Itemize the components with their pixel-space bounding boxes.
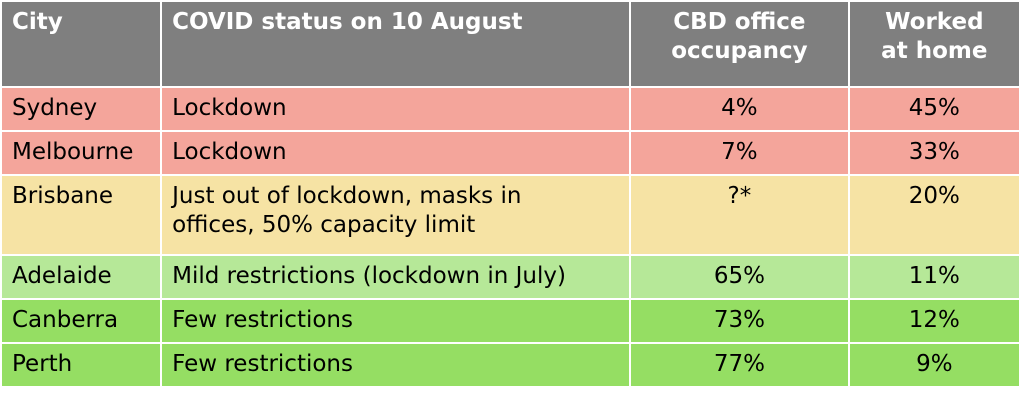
table-row: Canberra Few restrictions 73% 12%: [0, 298, 1022, 344]
status-cell: Few restrictions: [160, 298, 632, 344]
occupancy-cell: 77%: [629, 342, 850, 388]
table-row: Sydney Lockdown 4% 45%: [0, 86, 1022, 132]
occupancy-cell: 7%: [629, 130, 850, 176]
status-cell: Just out of lockdown, masks in offices, …: [160, 174, 632, 256]
home-cell: 20%: [847, 174, 1022, 256]
city-cell: Perth: [0, 342, 163, 388]
table-row: Brisbane Just out of lockdown, masks in …: [0, 174, 1022, 256]
status-cell: Mild restrictions (lockdown in July): [160, 254, 632, 300]
city-cell: Brisbane: [0, 174, 163, 256]
table-row: Perth Few restrictions 77% 9%: [0, 342, 1022, 388]
header-city: City: [0, 0, 163, 88]
status-cell: Lockdown: [160, 130, 632, 176]
city-cell: Adelaide: [0, 254, 163, 300]
status-cell: Lockdown: [160, 86, 632, 132]
header-occupancy: CBD office occupancy: [629, 0, 850, 88]
occupancy-cell: 4%: [629, 86, 850, 132]
occupancy-cell: 73%: [629, 298, 850, 344]
table-row: Melbourne Lockdown 7% 33%: [0, 130, 1022, 176]
occupancy-cell: 65%: [629, 254, 850, 300]
home-cell: 12%: [847, 298, 1022, 344]
home-cell: 33%: [847, 130, 1022, 176]
status-cell: Few restrictions: [160, 342, 632, 388]
home-cell: 11%: [847, 254, 1022, 300]
city-cell: Canberra: [0, 298, 163, 344]
header-home: Worked at home: [847, 0, 1022, 88]
header-row: City COVID status on 10 August CBD offic…: [0, 0, 1022, 88]
covid-office-table: City COVID status on 10 August CBD offic…: [0, 0, 1022, 388]
occupancy-cell: ?*: [629, 174, 850, 256]
header-status: COVID status on 10 August: [160, 0, 632, 88]
table-row: Adelaide Mild restrictions (lockdown in …: [0, 254, 1022, 300]
city-cell: Melbourne: [0, 130, 163, 176]
home-cell: 9%: [847, 342, 1022, 388]
home-cell: 45%: [847, 86, 1022, 132]
city-cell: Sydney: [0, 86, 163, 132]
